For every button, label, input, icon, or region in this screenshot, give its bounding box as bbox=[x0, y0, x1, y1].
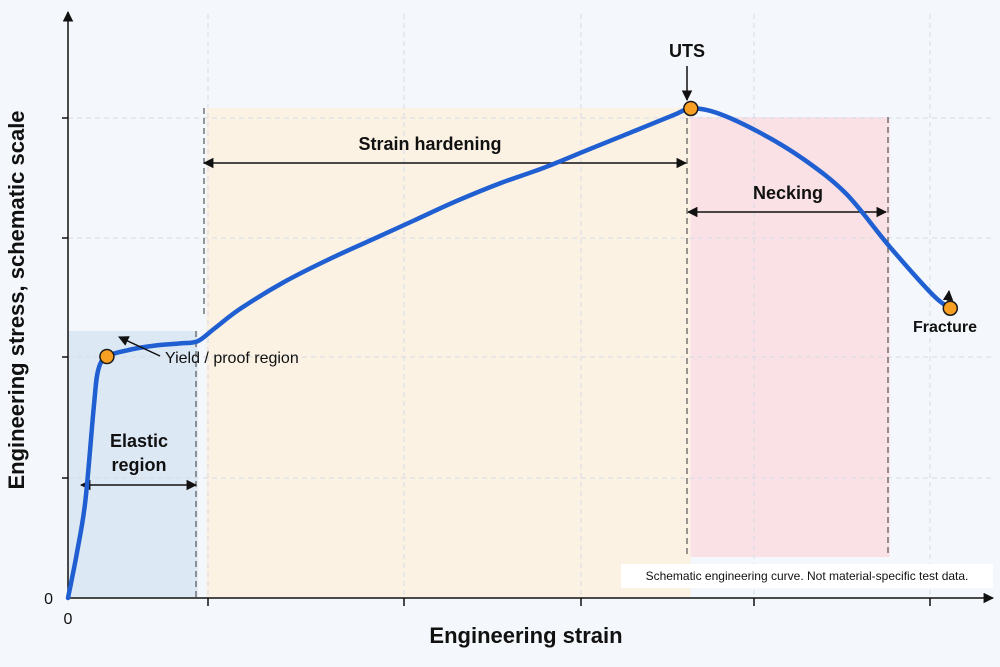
region-strain-hardening bbox=[206, 108, 691, 597]
regions-layer bbox=[68, 108, 890, 597]
region-dividers bbox=[195, 108, 889, 597]
point-label-fracture: Fracture bbox=[913, 319, 977, 336]
disclaimer-note: Schematic engineering curve. Not materia… bbox=[621, 564, 993, 588]
callout-arrow-yield bbox=[118, 336, 161, 357]
y-axis-title: Engineering stress, schematic scale bbox=[4, 110, 29, 489]
y-tick-label-0: 0 bbox=[44, 591, 53, 608]
point-marker-fracture bbox=[942, 300, 959, 317]
region-necking bbox=[690, 117, 890, 557]
point-marker-uts bbox=[683, 100, 699, 117]
key-points bbox=[99, 100, 959, 365]
axis-ticks bbox=[62, 117, 931, 606]
region-label-strain-hardening: Strain hardening bbox=[358, 134, 501, 154]
region-label-necking: Necking bbox=[753, 183, 823, 203]
grid-layer bbox=[68, 14, 993, 598]
point-label-yield: Yield / proof region bbox=[165, 350, 299, 367]
region-spans bbox=[79, 157, 888, 491]
x-tick-label-0: 0 bbox=[64, 611, 73, 628]
region-label-elastic-line-2: region bbox=[111, 455, 166, 475]
point-marker-yield bbox=[99, 348, 115, 365]
x-axis-title: Engineering strain bbox=[429, 623, 622, 648]
region-label-elastic-line-1: Elastic bbox=[110, 431, 168, 451]
point-label-uts: UTS bbox=[669, 41, 705, 61]
